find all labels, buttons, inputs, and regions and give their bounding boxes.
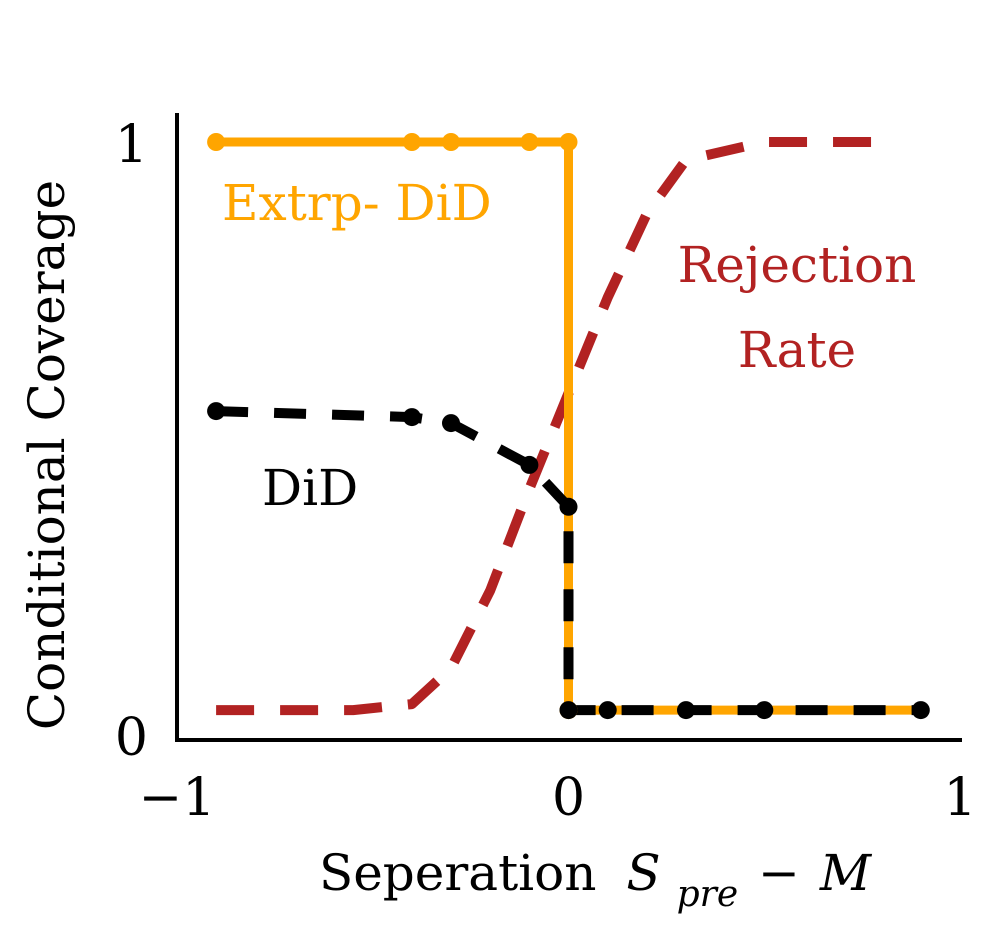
x-axis-label-minus: − (758, 844, 800, 902)
series-line-rejection-rate (216, 137, 882, 716)
series-label-extrp-did: Extrp- DiD (222, 174, 492, 232)
x-tick-label: 1 (943, 768, 976, 828)
marker-extrp-did (520, 133, 539, 151)
marker-did (559, 701, 578, 720)
marker-did (677, 701, 695, 720)
series-layer (215, 137, 921, 716)
x-axis-label-sub: pre (677, 874, 739, 915)
marker-extrp-did (402, 133, 421, 151)
x-axis-label-m: M (819, 844, 873, 902)
series-label-rejection-line1: Rejection (678, 236, 917, 294)
y-tick-label: 1 (115, 115, 148, 175)
marker-did (520, 455, 539, 474)
series-line-extrp-did (216, 137, 921, 715)
marker-did (207, 402, 226, 421)
marker-extrp-did (207, 133, 226, 151)
marker-did (598, 701, 617, 720)
marker-did (402, 408, 421, 427)
marker-did (442, 414, 460, 433)
series-line-did (215, 406, 921, 716)
marker-did (755, 701, 774, 720)
y-axis-label: Conditional Coverage (18, 180, 76, 730)
x-tick-label: 0 (552, 768, 585, 828)
tick-layer: −1 0 101 (115, 115, 977, 828)
series-label-rejection-line2: Rate (738, 321, 856, 379)
x-axis-label-prefix: Seperation (319, 844, 597, 902)
marker-extrp-did (559, 133, 578, 151)
series-label-did: DiD (262, 459, 358, 517)
marker-layer (207, 133, 930, 720)
x-axis-label-s: S (626, 844, 660, 902)
x-tick-label: −1 (139, 768, 216, 828)
marker-extrp-did (442, 133, 460, 151)
marker-did (559, 497, 578, 516)
marker-did (911, 701, 930, 720)
x-axis-label: Seperation S pre − M (319, 844, 873, 918)
y-tick-label: 0 (115, 708, 148, 768)
